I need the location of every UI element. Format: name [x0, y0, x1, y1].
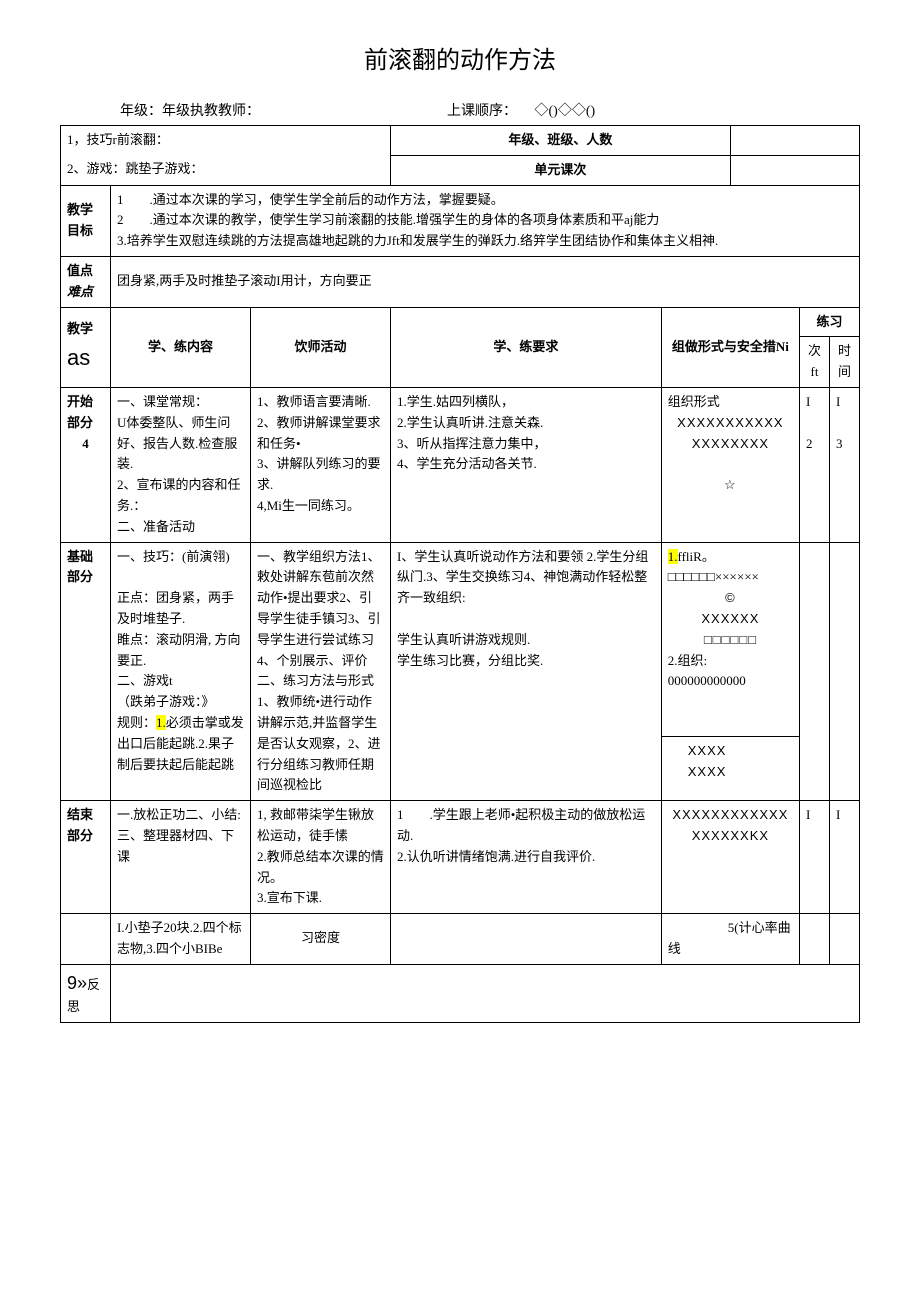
col-org: 组做形式与安全措Ni	[661, 307, 799, 387]
equipment: I.小垫子20块.2.四个标志物,3.四个小BIBe	[111, 914, 251, 965]
order-marks: ◇()◇◇()	[535, 104, 596, 119]
table-row: 教学 as 学、练内容 饮师活动 学、练要求 组做形式与安全措Ni 练习	[61, 307, 860, 337]
base-org: 1.ffliR。□□□□□□×××××× © XXXXXX □□□□□□ 2.组…	[661, 542, 799, 737]
end-time: I	[830, 801, 860, 914]
density-label: 习密度	[251, 914, 391, 965]
empty-cell	[61, 914, 111, 965]
start-count: I 2	[800, 387, 830, 542]
end-label: 结束部分	[61, 801, 111, 914]
empty-cell	[730, 155, 859, 185]
base-label: 基础部分	[61, 542, 111, 801]
table-row: 值点难点 团身紧,两手及时推垫子滚动I用计，方向要正	[61, 256, 860, 307]
table-row: 基础部分 一、技巧：(前演翎) 正点：团身紧，两手及时堆垫子. 睢点：滚动阴滑,…	[61, 542, 860, 737]
base-time	[830, 542, 860, 801]
start-teacher: 1、教师语言要清晰. 2、教师讲解课堂要求和任务• 3、讲解队列练习的要求. 4…	[251, 387, 391, 542]
empty-cell	[730, 126, 859, 156]
end-count: I	[800, 801, 830, 914]
end-teacher: 1, 救邮带柒学生锹放松运动，徒手愫 2.教师总结本次课的情况。 3.宣布下课.	[251, 801, 391, 914]
col-req: 学、练要求	[391, 307, 662, 387]
objectives-label: 教学目标	[61, 185, 111, 256]
base-content: 一、技巧：(前演翎) 正点：团身紧，两手及时堆垫子. 睢点：滚动阴滑, 方向要正…	[111, 542, 251, 801]
table-row: 1，技巧r前滚翻： 年级、班级、人数	[61, 126, 860, 156]
start-req: 1.学生.姑四列横队， 2.学生认真听讲.注意关森. 3、听从指挥注意力集中， …	[391, 387, 662, 542]
reflect-label: 9»反思	[61, 964, 111, 1023]
start-org: 组织形式 XXXXXXXXXXX XXXXXXXX ☆	[661, 387, 799, 542]
order-label: 上课顺序：	[447, 104, 517, 119]
empty-cell	[391, 914, 662, 965]
base-org-bottom: XXXX XXXX	[661, 737, 799, 801]
col-content: 学、练内容	[111, 307, 251, 387]
grade-label: 年级：年级执教教师：	[120, 104, 260, 119]
objectives-text: 1 .通过本次课的学习，使学生学全前后的动作方法，掌握要疑。 2 .通过本次课的…	[111, 185, 860, 256]
lesson-plan-table: 1，技巧r前滚翻： 年级、班级、人数 2、游戏：跳垫子游戏： 单元课次 教学目标…	[60, 125, 860, 1023]
reflect-content	[111, 964, 860, 1023]
table-row: 结束部分 一.放松正功二、小结:三、整理器材四、下课 1, 救邮带柒学生锹放松运…	[61, 801, 860, 914]
meta-line: 年级：年级执教教师： 上课顺序： ◇()◇◇()	[60, 100, 860, 120]
table-row: 2、游戏：跳垫子游戏： 单元课次	[61, 155, 860, 185]
keypoint-label: 值点难点	[61, 256, 111, 307]
base-count	[800, 542, 830, 801]
base-teacher: 一、教学组织方法1、敕处讲解东苞前次然动作•提出要求2、引导学生徒手镇习3、引导…	[251, 542, 391, 801]
start-time: I 3	[830, 387, 860, 542]
hr-label: 5(计心率曲线	[661, 914, 799, 965]
content-cell: 1，技巧r前滚翻：	[61, 126, 391, 156]
table-row: I.小垫子20块.2.四个标志物,3.四个小BIBe 习密度 5(计心率曲线	[61, 914, 860, 965]
end-content: 一.放松正功二、小结:三、整理器材四、下课	[111, 801, 251, 914]
unit-label: 单元课次	[391, 155, 731, 185]
table-row: 教学目标 1 .通过本次课的学习，使学生学全前后的动作方法，掌握要疑。 2 .通…	[61, 185, 860, 256]
start-label: 开始部分 4	[61, 387, 111, 542]
col-time: 时间	[830, 337, 860, 388]
page-title: 前滚翻的动作方法	[60, 40, 860, 75]
col-teacher: 饮师活动	[251, 307, 391, 387]
table-row: 开始部分 4 一、课堂常规： U体委整队、师生问好、报告人数.检查服装. 2、宣…	[61, 387, 860, 542]
content-cell: 2、游戏：跳垫子游戏：	[61, 155, 391, 185]
obj-line: 2 .通过本次课的教学，使学生学习前滚翻的技能.增强学生的身体的各项身体素质和平…	[117, 210, 853, 231]
col-count: 次ft	[800, 337, 830, 388]
table-row: 9»反思	[61, 964, 860, 1023]
start-content: 一、课堂常规： U体委整队、师生问好、报告人数.检查服装. 2、宣布课的内容和任…	[111, 387, 251, 542]
end-req: 1 .学生跟上老师•起积极主动的做放松运动. 2.认仇听讲情绪饱满.进行自我评价…	[391, 801, 662, 914]
empty-cell	[800, 914, 830, 965]
keypoint-text: 团身紧,两手及时推垫子滚动I用计，方向要正	[111, 256, 860, 307]
end-org: XXXXXXXXXXXX XXXXXXKX	[661, 801, 799, 914]
empty-cell	[830, 914, 860, 965]
obj-line: 1 .通过本次课的学习，使学生学全前后的动作方法，掌握要疑。	[117, 190, 853, 211]
process-label: 教学 as	[61, 307, 111, 387]
obj-line: 3.培养学生双慰连续跳的方法提高雄地起跳的力Jft和发展学生的弹跃力.络笄学生团…	[117, 231, 853, 252]
base-req: I、学生认真听说动作方法和要领 2.学生分组纵门.3、学生交换练习4、神饱满动作…	[391, 542, 662, 801]
class-label: 年级、班级、人数	[391, 126, 731, 156]
col-practice: 练习	[800, 307, 860, 337]
